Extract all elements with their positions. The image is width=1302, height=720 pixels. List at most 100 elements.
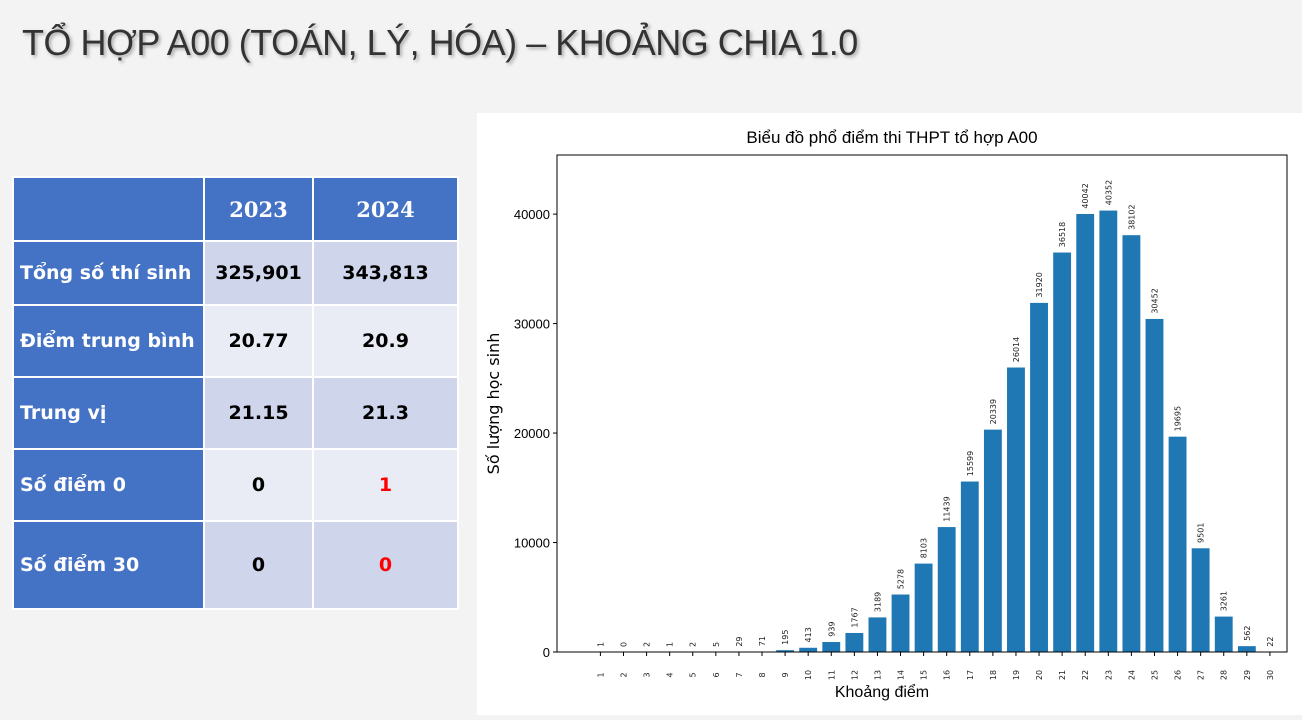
table-row: Trung vị 21.15 21.3	[12, 376, 459, 450]
bar	[1191, 547, 1211, 653]
x-tick-label: 16	[943, 670, 952, 680]
row-label: Số điểm 30	[12, 520, 205, 610]
y-tick-label: 20000	[514, 426, 550, 441]
bar	[1006, 366, 1026, 653]
bar	[1121, 234, 1141, 653]
x-tick-label: 25	[1150, 670, 1159, 680]
bar	[960, 480, 980, 653]
data-label: 939	[827, 621, 836, 636]
x-tick-label: 23	[1104, 670, 1113, 680]
x-tick-label: 5	[689, 672, 698, 677]
x-tick-label: 13	[873, 670, 882, 680]
x-tick-label: 22	[1081, 670, 1090, 680]
x-tick-label: 18	[989, 670, 998, 680]
x-tick-label: 1	[596, 672, 605, 677]
bar	[914, 562, 934, 653]
data-label: 20339	[989, 399, 998, 424]
bar	[844, 632, 864, 653]
x-tick-label: 27	[1197, 670, 1206, 680]
bar	[1144, 318, 1165, 653]
x-tick-label: 11	[827, 670, 836, 680]
x-tick-label: 3	[643, 672, 652, 677]
data-label: 9501	[1197, 523, 1206, 543]
data-label: 3189	[873, 592, 882, 612]
data-label: 2	[689, 642, 698, 647]
data-label: 40042	[1081, 183, 1090, 208]
value-2024: 21.3	[312, 376, 459, 450]
data-label: 8103	[920, 538, 929, 558]
data-label: 562	[1243, 626, 1252, 641]
table-row: Số điểm 0 0 1	[12, 448, 459, 522]
x-tick-label: 12	[850, 670, 859, 680]
row-label: Số điểm 0	[12, 448, 205, 522]
x-tick-label: 2	[619, 672, 628, 677]
data-label: 5	[712, 642, 721, 647]
x-tick-label: 15	[920, 670, 929, 680]
y-tick-label: 40000	[514, 207, 550, 222]
x-tick-label: 26	[1174, 670, 1183, 680]
data-label: 195	[781, 630, 790, 645]
y-tick-label: 30000	[514, 317, 550, 332]
data-label: 38102	[1127, 204, 1136, 229]
y-tick-label: 10000	[514, 536, 550, 551]
bar	[1029, 302, 1049, 653]
table-row: Tổng số thí sinh 325,901 343,813	[12, 240, 459, 306]
bar	[821, 641, 841, 653]
bar	[937, 526, 957, 653]
x-tick-label: 14	[897, 670, 906, 680]
x-tick-label: 7	[735, 672, 744, 677]
row-label: Tổng số thí sinh	[12, 240, 205, 306]
data-label: 30452	[1150, 288, 1159, 313]
stats-table: 2023 2024 Tổng số thí sinh 325,901 343,8…	[12, 176, 459, 610]
data-label: 29	[735, 636, 744, 646]
value-2023: 0	[203, 448, 314, 522]
header-2024: 2024	[312, 176, 459, 242]
value-2024: 343,813	[312, 240, 459, 306]
bar	[798, 647, 818, 653]
data-label: 413	[804, 627, 813, 642]
y-axis-label: Số lượng học sinh	[484, 333, 503, 475]
value-2024: 1	[312, 448, 459, 522]
bar	[1052, 251, 1072, 653]
plot-frame	[556, 154, 1288, 653]
value-2024: 20.9	[312, 304, 459, 378]
value-2023: 20.77	[203, 304, 314, 378]
header-empty	[12, 176, 205, 242]
data-label: 0	[619, 642, 628, 647]
chart-panel: 1 1 0 2 2 3 1 4 2 5 5 6 29 7 71 8 195 9 413 10 939 11 1767 12 31…	[477, 113, 1302, 715]
x-tick-label: 6	[712, 672, 721, 677]
bar	[1098, 209, 1118, 653]
data-label: 36518	[1058, 222, 1067, 247]
table-row: Số điểm 30 0 0	[12, 520, 459, 610]
x-tick-label: 30	[1266, 670, 1275, 680]
x-tick-label: 10	[804, 670, 813, 680]
x-tick-label: 19	[1012, 670, 1021, 680]
x-tick-label: 20	[1035, 670, 1044, 680]
x-axis-label: Khoảng điểm	[835, 683, 929, 701]
x-tick-label: 9	[781, 672, 790, 677]
data-label: 1	[666, 642, 675, 647]
data-label: 19695	[1174, 406, 1183, 431]
bar	[1075, 213, 1095, 653]
bar	[867, 616, 887, 653]
value-2024: 0	[312, 520, 459, 610]
data-label: 40352	[1104, 180, 1113, 205]
x-tick-label: 29	[1243, 670, 1252, 680]
bar	[1168, 436, 1188, 653]
bar-chart: 1102231425562977181959413109391117671231…	[484, 128, 1288, 701]
bar	[1237, 645, 1257, 653]
x-tick-label: 28	[1220, 670, 1229, 680]
chart-title: Biểu đồ phổ điểm thi THPT tổ hợp A00	[746, 128, 1037, 147]
x-tick-label: 24	[1127, 670, 1136, 680]
value-2023: 21.15	[203, 376, 314, 450]
slide-title: TỔ HỢP A00 (TOÁN, LÝ, HÓA) – KHOẢNG CHIA…	[22, 22, 858, 63]
bar	[890, 593, 911, 653]
row-label: Điểm trung bình	[12, 304, 205, 378]
data-label: 15599	[966, 451, 975, 476]
data-label: 5278	[897, 569, 906, 589]
data-label: 1	[596, 642, 605, 647]
row-label: Trung vị	[12, 376, 205, 450]
x-tick-label: 4	[666, 672, 675, 677]
data-label: 1767	[850, 607, 859, 627]
data-label: 2	[643, 642, 652, 647]
